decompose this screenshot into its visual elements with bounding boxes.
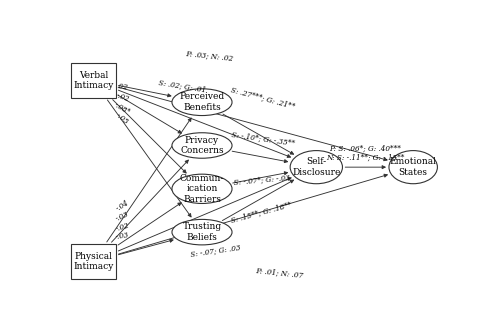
Text: P: S: .06*; G: .40***
N: S: -.11**; G: -.15**: P: S: .06*; G: .40*** N: S: -.11**; G: -…	[326, 145, 404, 162]
Text: S: .15**; G: .18**: S: .15**; G: .18**	[230, 201, 292, 225]
Text: S: .02; G: .01: S: .02; G: .01	[158, 79, 206, 94]
Ellipse shape	[172, 174, 232, 204]
Text: Self-
Disclosure: Self- Disclosure	[292, 158, 341, 177]
Ellipse shape	[172, 219, 232, 245]
Text: -.04: -.04	[114, 199, 130, 212]
Text: P: .03; N: .02: P: .03; N: .02	[186, 50, 234, 63]
Text: -.03: -.03	[116, 232, 130, 241]
Text: S: .27***; G: .21**: S: .27***; G: .21**	[230, 86, 296, 111]
Text: S: -.10*; G: -.35**: S: -.10*; G: -.35**	[230, 130, 295, 147]
Text: S: -.07; G: .03: S: -.07; G: .03	[190, 243, 241, 258]
Text: -.02: -.02	[115, 91, 130, 103]
Text: Perceived
Benefits: Perceived Benefits	[180, 92, 224, 112]
Ellipse shape	[172, 89, 232, 116]
Text: Emotional
States: Emotional States	[390, 158, 436, 177]
Text: Privacy
Concerns: Privacy Concerns	[180, 136, 224, 155]
Text: S: -.07*; G: -.03: S: -.07*; G: -.03	[233, 173, 290, 186]
Text: -.02: -.02	[115, 221, 130, 233]
Ellipse shape	[290, 151, 343, 184]
FancyBboxPatch shape	[71, 244, 116, 279]
Text: -.05: -.05	[115, 111, 130, 126]
Ellipse shape	[172, 133, 232, 158]
Text: Trusting
Beliefs: Trusting Beliefs	[182, 222, 222, 242]
Text: Verbal
Intimacy: Verbal Intimacy	[74, 71, 114, 90]
Text: Commun-
ication
Barriers: Commun- ication Barriers	[180, 174, 224, 204]
FancyBboxPatch shape	[71, 63, 116, 98]
Text: P: .01; N: .07: P: .01; N: .07	[255, 267, 304, 280]
Text: -.08*: -.08*	[113, 101, 132, 117]
Text: -.03: -.03	[114, 211, 130, 223]
Text: Physical
Intimacy: Physical Intimacy	[74, 252, 114, 271]
Ellipse shape	[389, 151, 438, 184]
Text: .02: .02	[116, 82, 128, 92]
